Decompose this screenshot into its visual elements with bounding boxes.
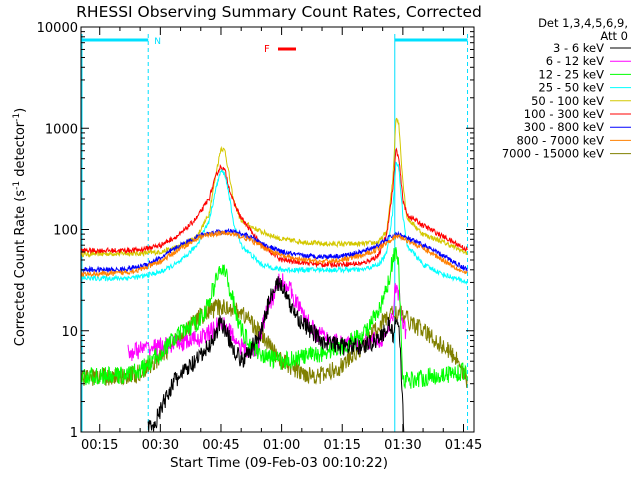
series-line-8 xyxy=(147,276,405,433)
series-line-0 xyxy=(80,117,468,258)
x-tick-label-0: 00:15 xyxy=(81,438,118,453)
legend-header-1: Det 1,3,4,5,6,9, xyxy=(538,16,628,30)
series-group xyxy=(80,117,468,433)
legend-label-3: 25 - 50 keV xyxy=(538,81,604,95)
x-tick-label-2: 00:45 xyxy=(202,438,239,453)
y-axis-label-part3: ) xyxy=(13,108,28,113)
series-line-5 xyxy=(80,298,468,388)
y-tick-label-2: 100 xyxy=(53,224,78,239)
y-tick-label-3: 1000 xyxy=(45,122,78,137)
series-line-2 xyxy=(80,161,468,286)
series-line-7 xyxy=(80,247,468,389)
night-annotations: N xyxy=(81,34,469,432)
y-axis-label-sup1: -1 xyxy=(12,181,22,190)
y-axis-label-part2: detector xyxy=(13,121,28,181)
legend-label-5: 100 - 300 keV xyxy=(524,107,604,121)
legend-label-6: 300 - 800 keV xyxy=(524,120,604,134)
series-line-3 xyxy=(80,227,468,274)
legend-label-8: 7000 - 15000 keV xyxy=(502,147,604,161)
flare-label: F xyxy=(264,44,270,55)
legend-label-1: 6 - 12 keV xyxy=(546,54,604,68)
series-line-4 xyxy=(80,230,468,278)
axes: 1 10 100 1000 10000 00:15 00:30 00:45 01:00 01:15… xyxy=(37,21,483,453)
x-tick-label-1: 00:30 xyxy=(142,438,179,453)
y-tick-label-1: 10 xyxy=(61,325,78,340)
legend-label-4: 50 - 100 keV xyxy=(531,94,604,108)
legend-label-7: 800 - 7000 keV xyxy=(516,133,604,147)
y-axis-label-sup2: -1 xyxy=(12,113,22,122)
x-axis-label: Start Time (09-Feb-03 00:10:22) xyxy=(170,455,388,471)
legend-label-2: 12 - 25 keV xyxy=(538,67,604,81)
legend-header-2: Att 0 xyxy=(600,29,628,43)
x-tick-label-3: 01:00 xyxy=(263,438,300,453)
y-axis-label-part1: Corrected Count Rate (s xyxy=(13,190,28,347)
night-label: N xyxy=(154,37,161,47)
y-tick-label-0: 1 xyxy=(70,426,78,441)
legend-label-0: 3 - 6 keV xyxy=(553,41,604,55)
x-tick-label-4: 01:15 xyxy=(323,438,360,453)
y-tick-label-4: 10000 xyxy=(37,21,78,36)
chart-title: RHESSI Observing Summary Count Rates, Co… xyxy=(76,3,482,21)
flare-annotation: F xyxy=(264,44,296,55)
x-tick-label-5: 01:30 xyxy=(384,438,421,453)
x-tick-label-6: 01:45 xyxy=(445,438,482,453)
y-axis-label: Corrected Count Rate (s-1 detector-1) xyxy=(12,108,28,346)
